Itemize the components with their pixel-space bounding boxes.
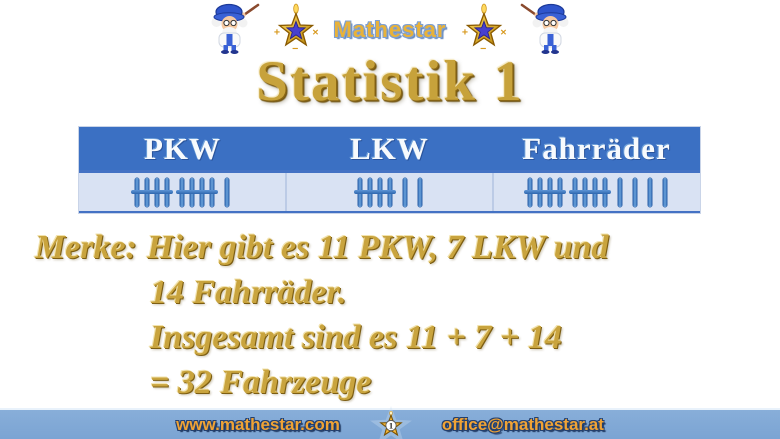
tally-single-bar — [647, 177, 652, 207]
svg-text:1: 1 — [389, 421, 393, 431]
svg-text:−: − — [481, 43, 487, 53]
tally-single-bar — [224, 177, 229, 207]
tally-strike-bar — [523, 189, 566, 194]
svg-text:−: − — [292, 43, 298, 53]
svg-text:+: + — [462, 26, 468, 38]
tally-cell-pkw — [79, 173, 285, 211]
page-title: Statistik 1 — [256, 50, 524, 113]
tally-single-bar — [402, 177, 407, 207]
tally-strike-bar — [130, 189, 173, 194]
brand-text: Mathestar — [333, 17, 447, 42]
tally-cell-fahrraeder — [492, 173, 700, 211]
note-text-1: Hier gibt es 11 PKW, 7 LKW und — [146, 229, 609, 266]
table-header-fahrraeder: Fahrräder — [522, 130, 671, 166]
footer-star-badge: 1 — [369, 405, 412, 439]
tally-single-bar — [617, 177, 622, 207]
wizard-professor-left-icon — [208, 2, 262, 59]
svg-text:×: × — [501, 26, 507, 38]
tally-group-of-five — [175, 177, 218, 207]
table-tally-row — [79, 170, 700, 213]
table-header-pkw: PKW — [143, 130, 222, 166]
wizard-professor-right-icon — [518, 2, 572, 59]
footer-website-link[interactable]: www.mathestar.com — [176, 414, 340, 434]
tally-group-of-five — [130, 177, 173, 207]
table-header-row: PKW LKW Fahrräder — [79, 127, 700, 170]
svg-text:+: + — [273, 26, 279, 38]
tally-group-of-five — [568, 177, 611, 207]
note-line-2: 14 Fahrräder. — [150, 274, 347, 311]
svg-text:×: × — [312, 26, 318, 38]
note-label: Merke: — [35, 229, 137, 266]
note-line-1: Merke: Hier gibt es 11 PKW, 7 LKW und — [35, 225, 755, 270]
tally-single-bar — [417, 177, 422, 207]
tally-group-of-five — [353, 177, 396, 207]
tally-group-of-five — [523, 177, 566, 207]
tally-single-bar — [632, 177, 637, 207]
tally-single-bar — [662, 177, 667, 207]
note-line-3: Insgesamt sind es 11 + 7 + 14 — [150, 319, 562, 356]
footer-email-link[interactable]: office@mathestar.at — [441, 414, 604, 434]
note-block: Merke: Hier gibt es 11 PKW, 7 LKW und 14 … — [35, 225, 755, 405]
tally-strike-bar — [353, 189, 396, 194]
footer-bar: www.mathestar.com 1 office@mathestar.at — [0, 405, 780, 439]
mathestar-star-left-icon: + × − — [271, 3, 321, 58]
note-line-4: = 32 Fahrzeuge — [150, 364, 372, 401]
table-header-lkw: LKW — [350, 130, 429, 166]
footer-number-one-icon: 1 — [379, 411, 403, 437]
logo-row: + × − Mathestar + × − — [0, 2, 780, 58]
tally-strike-bar — [568, 189, 611, 194]
tally-strike-bar — [175, 189, 218, 194]
tally-cell-lkw — [284, 173, 493, 211]
mathestar-star-right-icon: + × − — [459, 3, 509, 58]
tally-table: PKW LKW Fahrräder — [79, 127, 700, 213]
